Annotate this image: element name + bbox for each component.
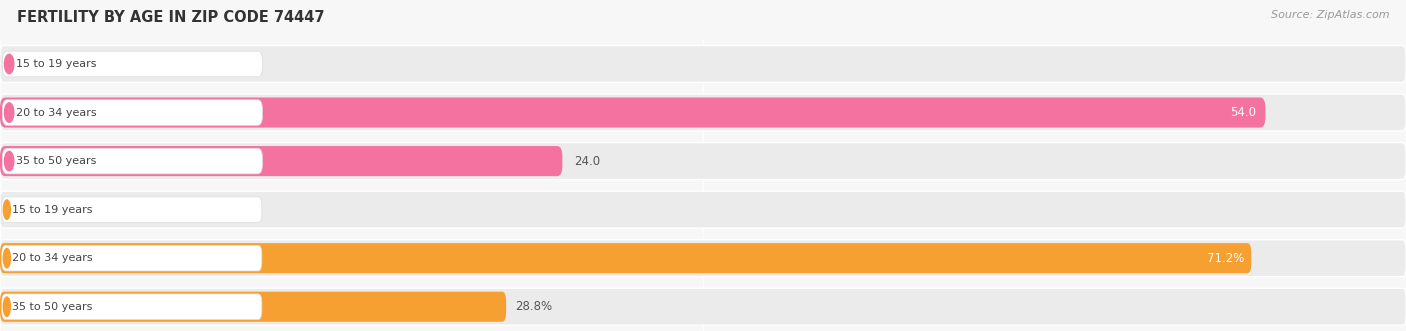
FancyBboxPatch shape bbox=[0, 46, 1406, 82]
Text: 15 to 19 years: 15 to 19 years bbox=[11, 205, 93, 214]
Circle shape bbox=[3, 200, 10, 219]
FancyBboxPatch shape bbox=[0, 240, 1406, 277]
Text: 71.2%: 71.2% bbox=[1206, 252, 1244, 265]
Text: 20 to 34 years: 20 to 34 years bbox=[15, 108, 97, 118]
FancyBboxPatch shape bbox=[3, 51, 263, 77]
Text: 35 to 50 years: 35 to 50 years bbox=[11, 302, 93, 312]
FancyBboxPatch shape bbox=[1, 294, 262, 319]
FancyBboxPatch shape bbox=[1, 245, 262, 271]
FancyBboxPatch shape bbox=[0, 243, 1251, 273]
Text: 0.0: 0.0 bbox=[24, 58, 42, 71]
Circle shape bbox=[4, 151, 14, 171]
Text: 20 to 34 years: 20 to 34 years bbox=[11, 253, 93, 263]
FancyBboxPatch shape bbox=[0, 98, 1265, 127]
Text: FERTILITY BY AGE IN ZIP CODE 74447: FERTILITY BY AGE IN ZIP CODE 74447 bbox=[17, 10, 325, 25]
Circle shape bbox=[3, 297, 10, 316]
Circle shape bbox=[3, 249, 10, 268]
FancyBboxPatch shape bbox=[0, 143, 1406, 179]
Text: 0.0%: 0.0% bbox=[17, 203, 48, 216]
Circle shape bbox=[4, 54, 14, 74]
FancyBboxPatch shape bbox=[3, 148, 263, 174]
FancyBboxPatch shape bbox=[0, 146, 562, 176]
FancyBboxPatch shape bbox=[0, 292, 506, 322]
Text: 24.0: 24.0 bbox=[574, 155, 600, 167]
FancyBboxPatch shape bbox=[0, 94, 1406, 131]
FancyBboxPatch shape bbox=[0, 288, 1406, 325]
FancyBboxPatch shape bbox=[1, 197, 262, 222]
Text: 15 to 19 years: 15 to 19 years bbox=[15, 59, 97, 69]
Text: 28.8%: 28.8% bbox=[515, 300, 553, 313]
Text: Source: ZipAtlas.com: Source: ZipAtlas.com bbox=[1271, 10, 1389, 20]
Text: 35 to 50 years: 35 to 50 years bbox=[15, 156, 96, 166]
Text: 54.0: 54.0 bbox=[1230, 106, 1256, 119]
Circle shape bbox=[4, 103, 14, 122]
FancyBboxPatch shape bbox=[3, 100, 263, 125]
FancyBboxPatch shape bbox=[0, 191, 1406, 228]
